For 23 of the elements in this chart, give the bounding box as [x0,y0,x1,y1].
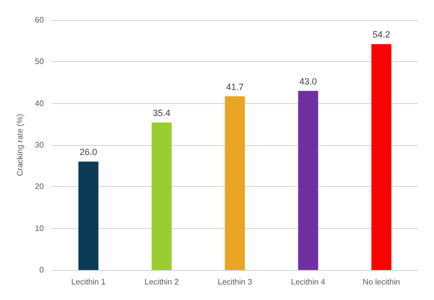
y-tick-label: 50 [34,57,44,66]
x-tick-label: Lecithin 4 [291,278,326,286]
x-tick-label: Lecithin 2 [144,278,180,286]
bar [298,90,318,270]
y-tick-label: 10 [34,224,44,233]
data-label: 54.2 [372,30,390,40]
x-tick-label: No lecithin [362,278,400,286]
data-label: 41.7 [226,82,244,92]
bar [371,44,392,270]
y-axis-title: Cracking rate (%) [16,114,24,176]
data-label: 26.0 [80,147,98,158]
y-tick-label: 0 [39,266,44,274]
y-tick-label: 40 [34,98,44,108]
y-tick-label: 60 [34,16,44,24]
x-tick-label: Lecithin 3 [218,278,253,286]
data-label: 35.4 [152,108,170,118]
bar [224,96,245,270]
bar [78,162,98,270]
bar [152,122,172,270]
y-tick-label: 20 [34,182,44,192]
x-tick-label: Lecithin 1 [71,278,106,286]
data-label: 43.0 [299,76,317,86]
y-tick-label: 30 [34,140,44,150]
